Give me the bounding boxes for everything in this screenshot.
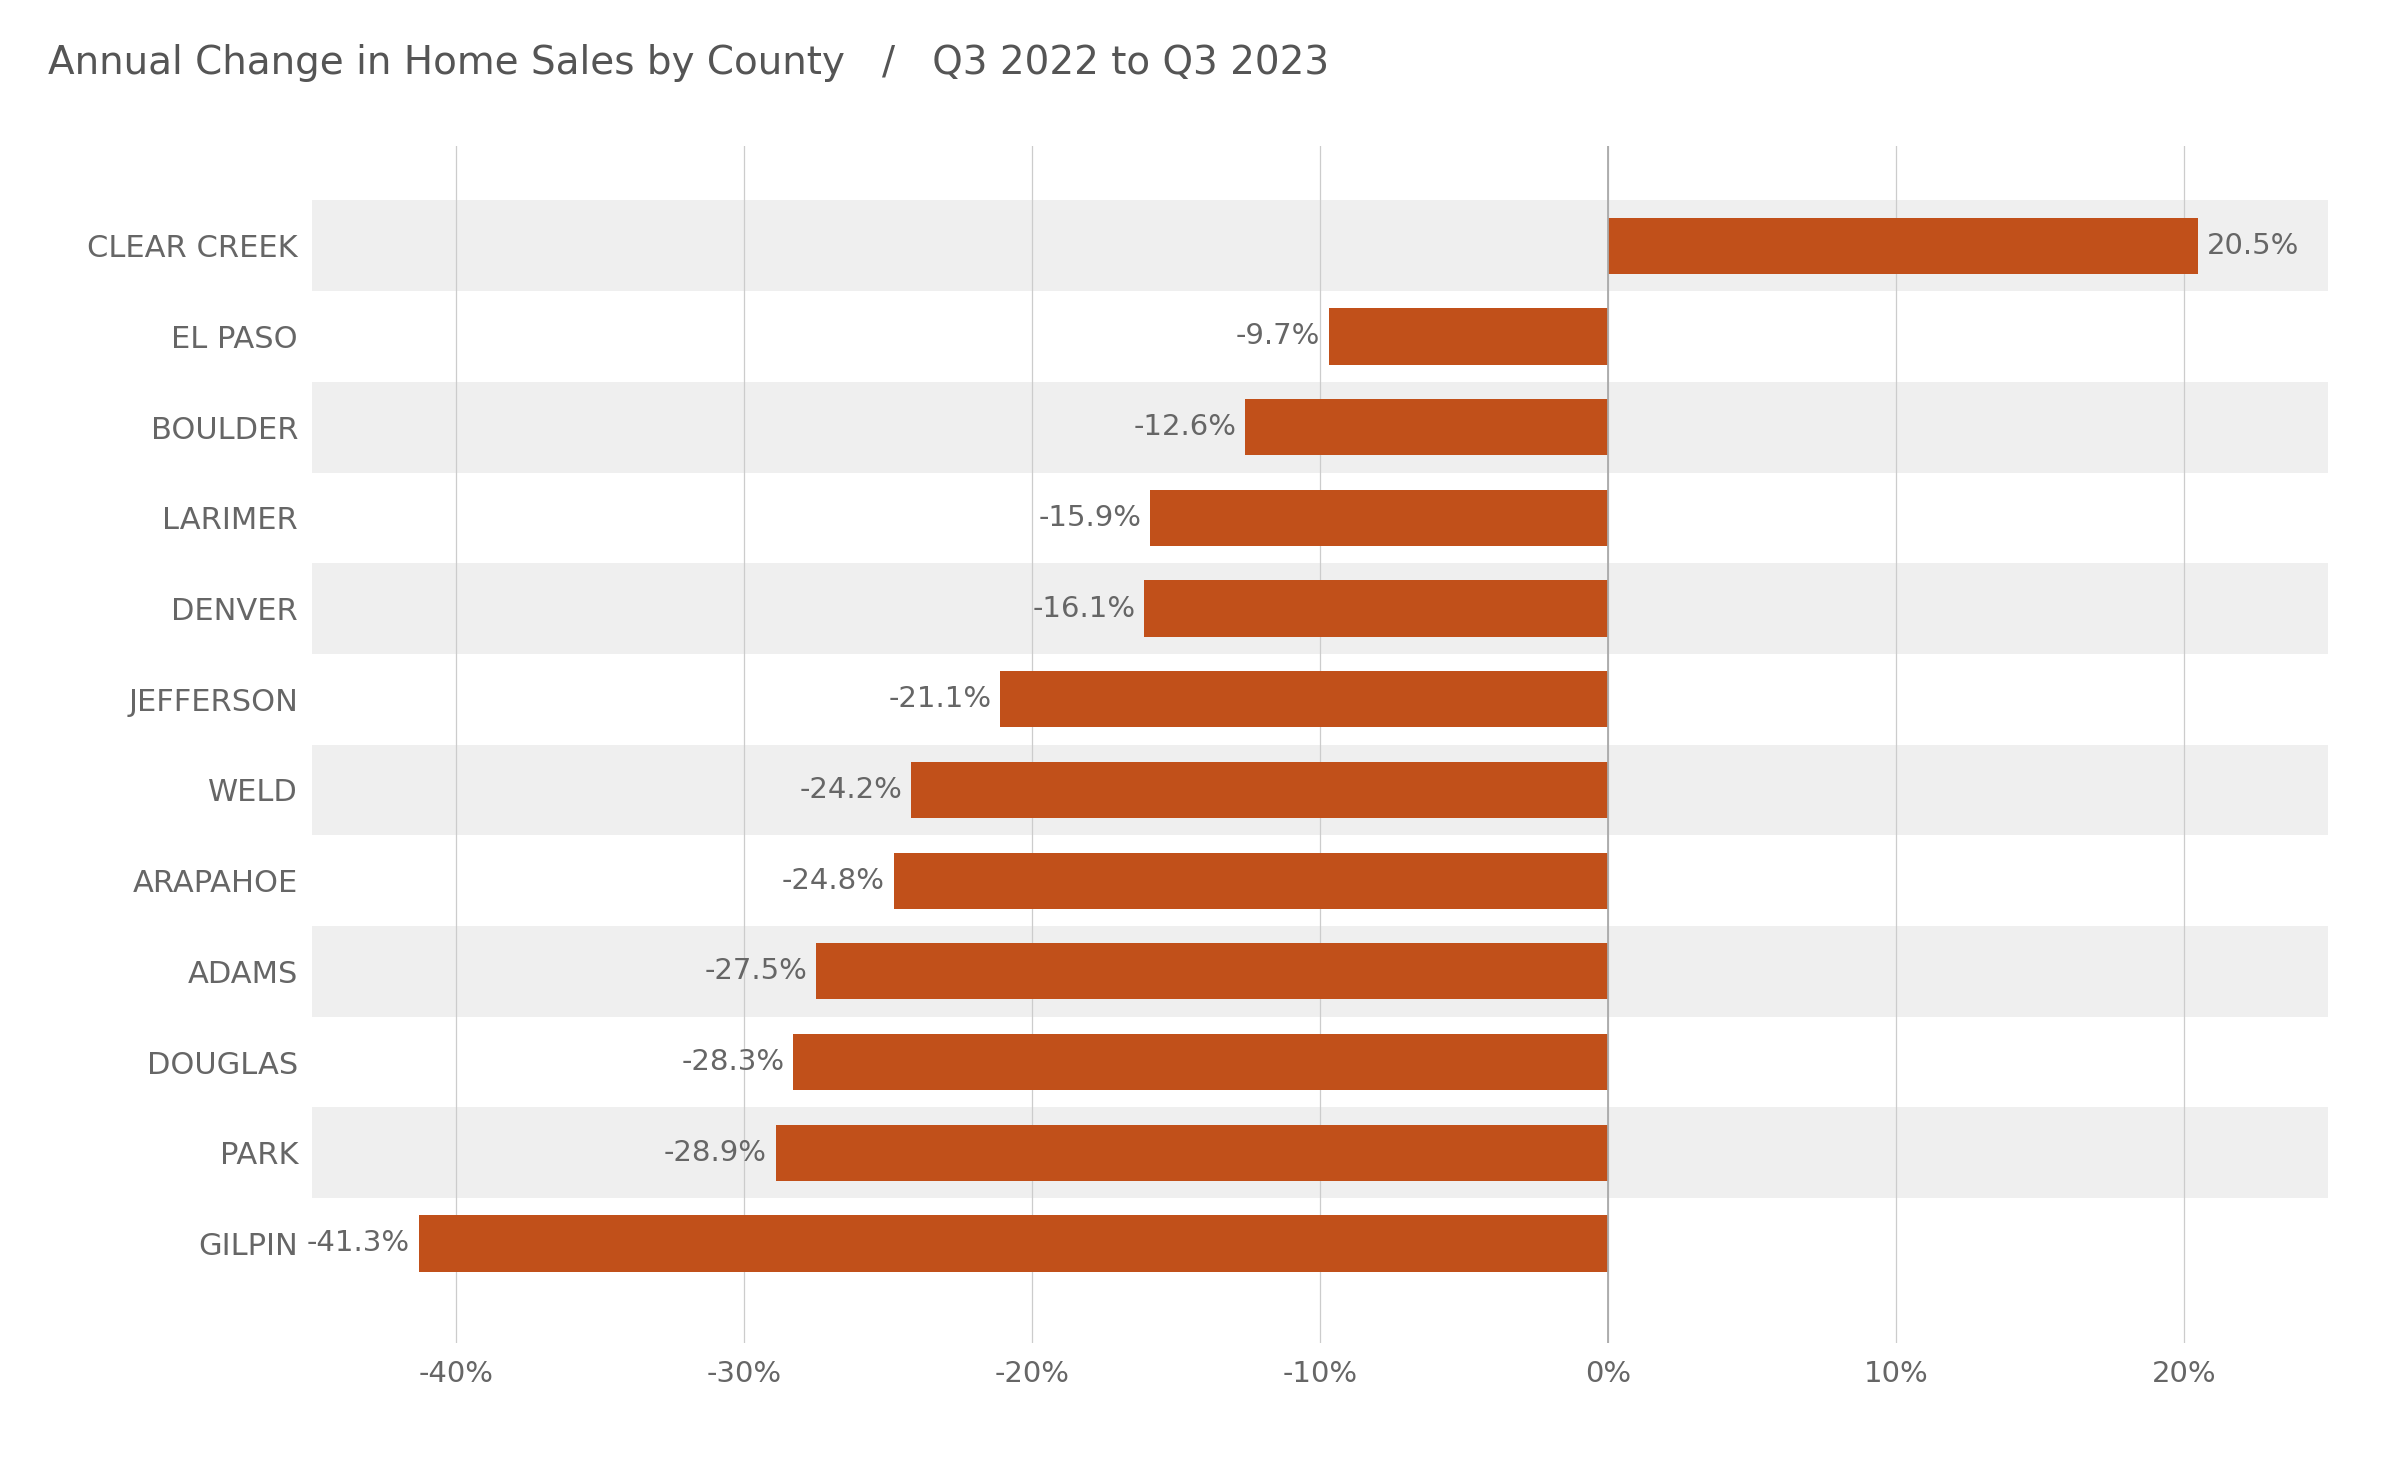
Bar [312, 835, 2328, 926]
Text: -28.3%: -28.3% [682, 1048, 785, 1076]
Bar [312, 1199, 2328, 1289]
Bar [312, 383, 2328, 473]
Bar [312, 654, 2328, 745]
Text: -27.5%: -27.5% [706, 958, 806, 986]
Bar [1608, 218, 2198, 274]
Bar [912, 762, 1608, 818]
Text: -9.7%: -9.7% [1236, 323, 1320, 350]
Bar [312, 1016, 2328, 1107]
Text: -24.8%: -24.8% [782, 867, 886, 895]
Bar [418, 1215, 1608, 1272]
Text: -16.1%: -16.1% [1032, 594, 1135, 622]
Text: -28.9%: -28.9% [665, 1139, 768, 1167]
Bar [312, 291, 2328, 383]
Text: 20.5%: 20.5% [2208, 232, 2299, 260]
Bar [312, 926, 2328, 1016]
Text: -41.3%: -41.3% [307, 1229, 410, 1257]
Text: -12.6%: -12.6% [1133, 413, 1236, 441]
Text: Annual Change in Home Sales by County   /   Q3 2022 to Q3 2023: Annual Change in Home Sales by County / … [48, 44, 1330, 82]
Bar [775, 1124, 1608, 1181]
Bar [1001, 672, 1608, 727]
Bar [1150, 489, 1608, 546]
Text: -21.1%: -21.1% [888, 685, 991, 714]
Bar [893, 853, 1608, 908]
Bar [312, 473, 2328, 564]
Bar [312, 745, 2328, 835]
Text: -15.9%: -15.9% [1039, 504, 1142, 531]
Bar [1246, 399, 1608, 456]
Bar [312, 564, 2328, 654]
Bar [312, 1107, 2328, 1199]
Bar [1330, 308, 1608, 365]
Text: -24.2%: -24.2% [799, 775, 902, 804]
Bar [816, 943, 1608, 1000]
Bar [312, 200, 2328, 291]
Bar [792, 1034, 1608, 1091]
Bar [1145, 581, 1608, 637]
